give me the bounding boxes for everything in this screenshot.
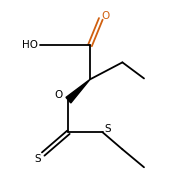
Text: S: S xyxy=(105,124,111,133)
Polygon shape xyxy=(66,79,90,103)
Text: O: O xyxy=(101,11,109,21)
Text: O: O xyxy=(54,91,63,100)
Text: HO: HO xyxy=(22,40,38,50)
Text: S: S xyxy=(35,154,41,164)
